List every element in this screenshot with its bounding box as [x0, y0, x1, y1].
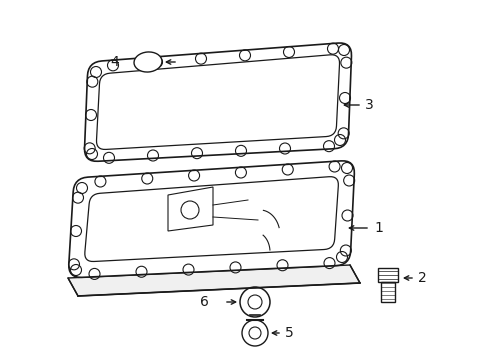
Polygon shape — [84, 43, 351, 161]
Text: 6: 6 — [200, 295, 208, 309]
Polygon shape — [68, 265, 359, 296]
Polygon shape — [69, 161, 354, 277]
Text: 2: 2 — [417, 271, 426, 285]
FancyBboxPatch shape — [380, 282, 394, 302]
FancyBboxPatch shape — [377, 268, 397, 282]
Text: 4: 4 — [110, 55, 119, 69]
Text: 1: 1 — [373, 221, 382, 235]
Ellipse shape — [134, 52, 162, 72]
Text: 5: 5 — [285, 326, 293, 340]
Text: 3: 3 — [364, 98, 373, 112]
